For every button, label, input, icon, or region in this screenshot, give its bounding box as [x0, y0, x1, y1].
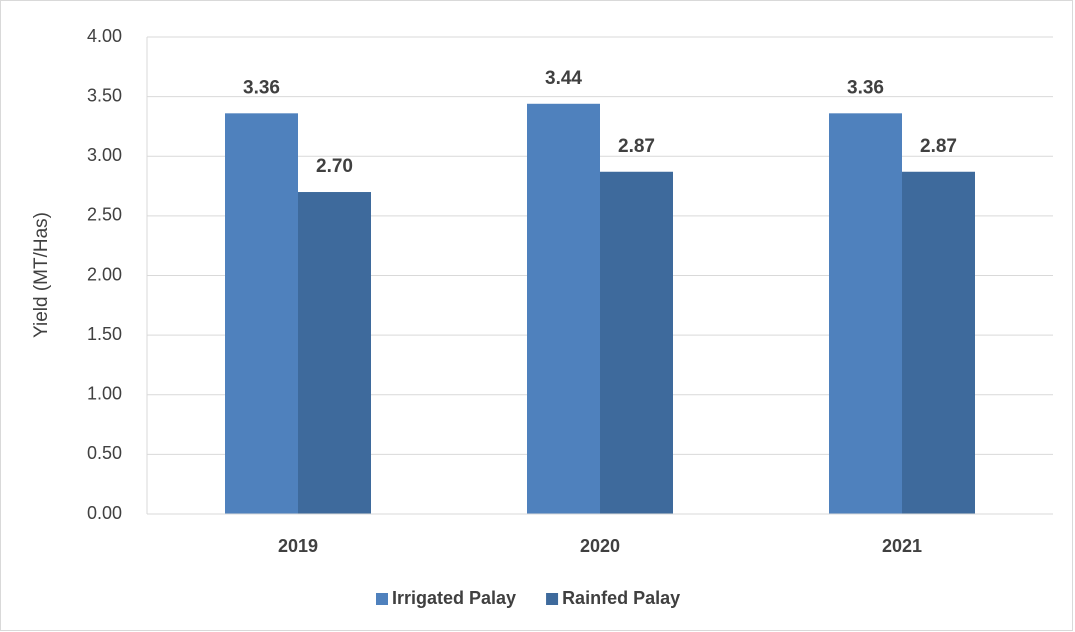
y-tick-label: 1.50 [87, 324, 122, 344]
y-tick-label: 3.00 [87, 145, 122, 165]
bar [298, 192, 371, 514]
bar [527, 103, 600, 514]
bar [600, 171, 673, 514]
x-tick-label: 2019 [278, 536, 318, 556]
legend-swatch [376, 593, 388, 605]
y-tick-label: 2.50 [87, 205, 122, 225]
y-tick-label: 2.00 [87, 264, 122, 284]
y-axis-label: Yield (MT/Has) [31, 212, 52, 338]
legend-swatch [546, 593, 559, 605]
y-tick-label: 4.00 [87, 26, 122, 46]
data-label: 2.87 [618, 136, 655, 157]
y-tick-label: 0.00 [87, 503, 122, 523]
y-tick-label: 3.50 [87, 85, 122, 105]
bar [225, 113, 298, 514]
data-label: 3.36 [243, 77, 280, 98]
y-tick-label: 1.00 [87, 384, 122, 404]
legend-label: Rainfed Palay [562, 588, 680, 608]
x-tick-label: 2020 [580, 536, 620, 556]
x-tick-label: 2021 [882, 536, 922, 556]
data-label: 2.70 [316, 156, 353, 177]
data-label: 3.44 [545, 68, 582, 89]
bar [902, 171, 975, 514]
legend-label: Irrigated Palay [392, 588, 516, 608]
data-label: 2.87 [920, 136, 957, 157]
y-tick-label: 0.50 [87, 443, 122, 463]
data-label: 3.36 [847, 77, 884, 98]
bar [829, 113, 902, 514]
